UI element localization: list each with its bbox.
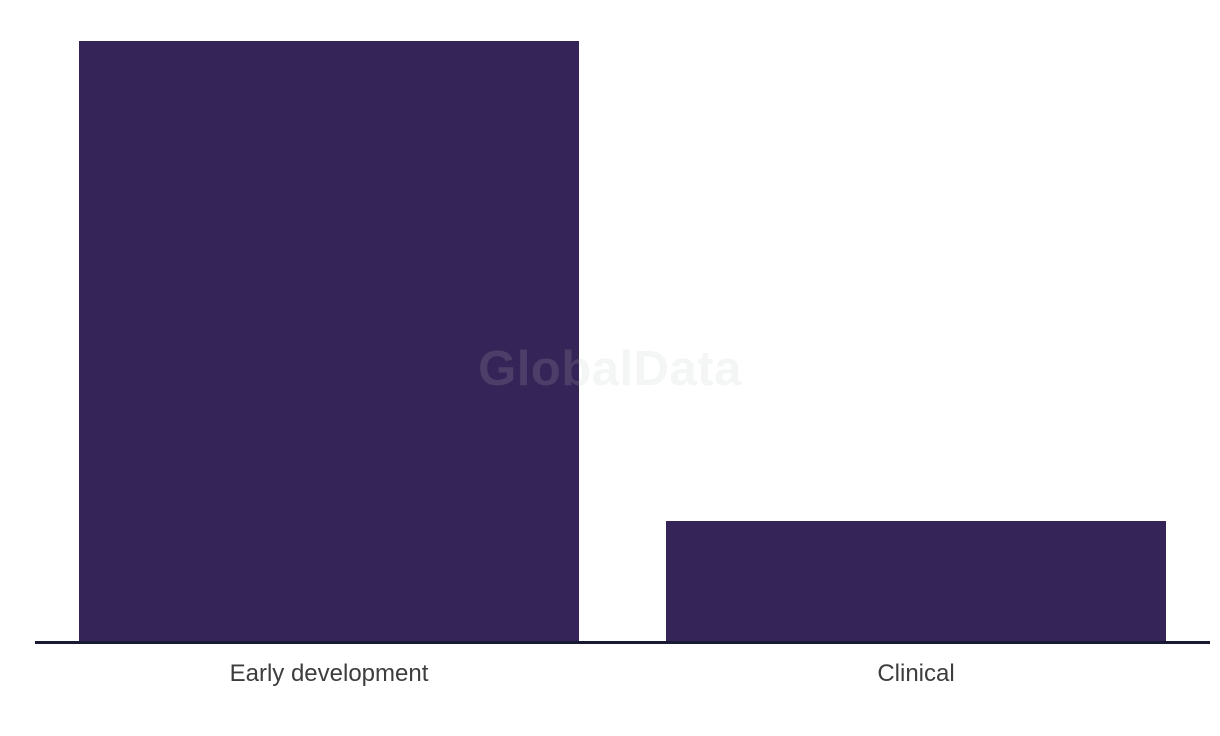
bar-clinical [666, 521, 1166, 641]
bar-early-development [79, 41, 579, 641]
x-axis-label: Early development [229, 660, 429, 687]
x-axis-label: Clinical [877, 660, 955, 687]
x-axis-line [35, 641, 1210, 644]
